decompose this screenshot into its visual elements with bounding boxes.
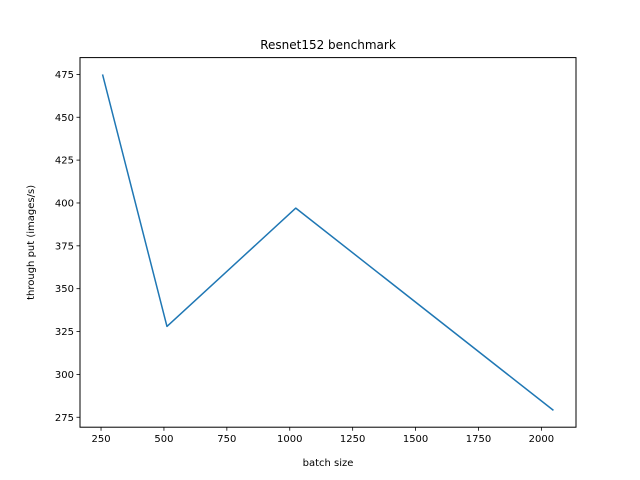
x-tick-label: 1750 [466, 434, 491, 445]
y-tick-label: 325 [55, 327, 74, 338]
y-tick-label: 475 [55, 70, 74, 81]
x-tick-label: 1500 [403, 434, 428, 445]
y-tick-label: 400 [55, 198, 74, 209]
y-tick-label: 450 [55, 113, 74, 124]
y-axis-label: through put (images/s) [26, 185, 37, 300]
x-tick-label: 2000 [529, 434, 554, 445]
y-tick-label: 350 [55, 284, 74, 295]
y-tick-label: 425 [55, 156, 74, 167]
series-line [101, 74, 554, 411]
x-tick-label: 500 [154, 434, 173, 445]
y-tick-label: 275 [55, 413, 74, 424]
plot-frame [79, 57, 577, 428]
y-tick-label: 300 [55, 370, 74, 381]
x-tick-label: 1250 [340, 434, 365, 445]
x-axis-label: batch size [303, 458, 354, 469]
x-tick-label: 1000 [277, 434, 302, 445]
x-tick-label: 750 [217, 434, 236, 445]
axis-ticks: 250 500 750 1000 1250 1500 1750 2000 275 300 325 35… [55, 70, 554, 445]
y-tick-label: 375 [55, 241, 74, 252]
series-group [101, 74, 554, 411]
x-tick-label: 250 [91, 434, 110, 445]
chart-title: Resnet152 benchmark [260, 38, 396, 52]
